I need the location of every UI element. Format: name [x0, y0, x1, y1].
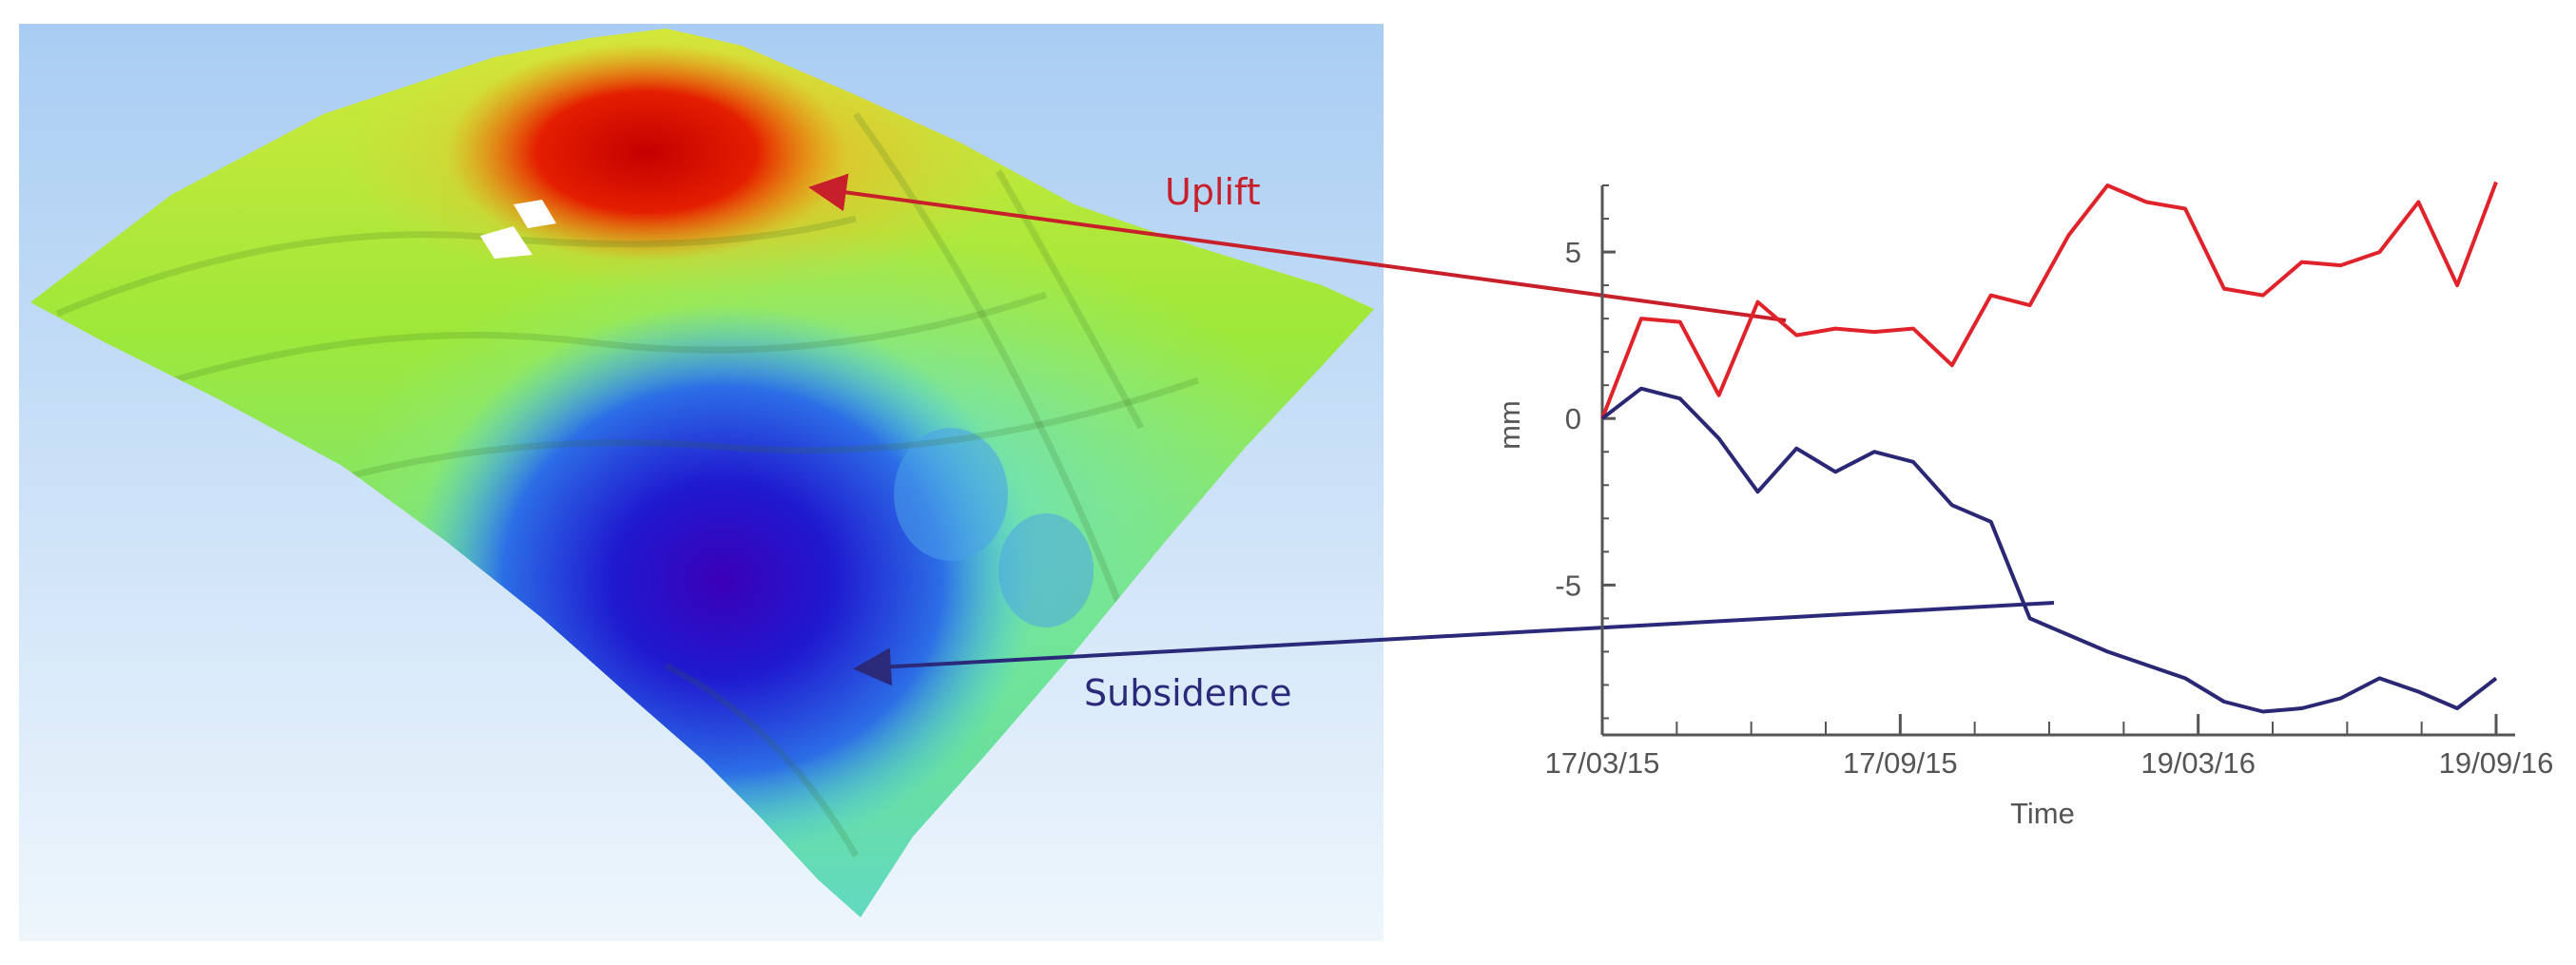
x-tick-label: 17/03/15 — [1545, 746, 1660, 780]
deformation-map — [19, 24, 1384, 941]
uplift-label: Uplift — [1165, 171, 1261, 213]
x-tick-label: 17/09/15 — [1843, 746, 1958, 780]
y-tick-label: 0 — [1565, 402, 1581, 435]
uplift-arrow — [808, 173, 1787, 322]
displacement-chart: 5 0 -5 17/03/15 17/09/15 19/03/16 19/09/16 mm… — [1493, 181, 2554, 830]
subsidence-series-line — [1600, 386, 2498, 714]
chart-axes — [1600, 185, 2515, 737]
x-tick-label: 19/09/16 — [2439, 746, 2554, 780]
uplift-series-line — [1600, 181, 2498, 419]
x-axis-title: Time — [2010, 797, 2075, 830]
y-ticks: 5 0 -5 — [1555, 184, 1616, 720]
series-lines — [1600, 181, 2498, 714]
y-tick-label: -5 — [1555, 569, 1581, 602]
y-axis-title: mm — [1493, 400, 1526, 450]
x-tick-label: 19/03/16 — [2140, 746, 2256, 780]
subsidence-label: Subsidence — [1084, 672, 1292, 714]
y-tick-label: 5 — [1565, 236, 1581, 269]
x-ticks: 17/03/15 17/09/15 19/03/16 19/09/16 — [1545, 714, 2554, 780]
subsidence-arrow — [853, 601, 2055, 686]
